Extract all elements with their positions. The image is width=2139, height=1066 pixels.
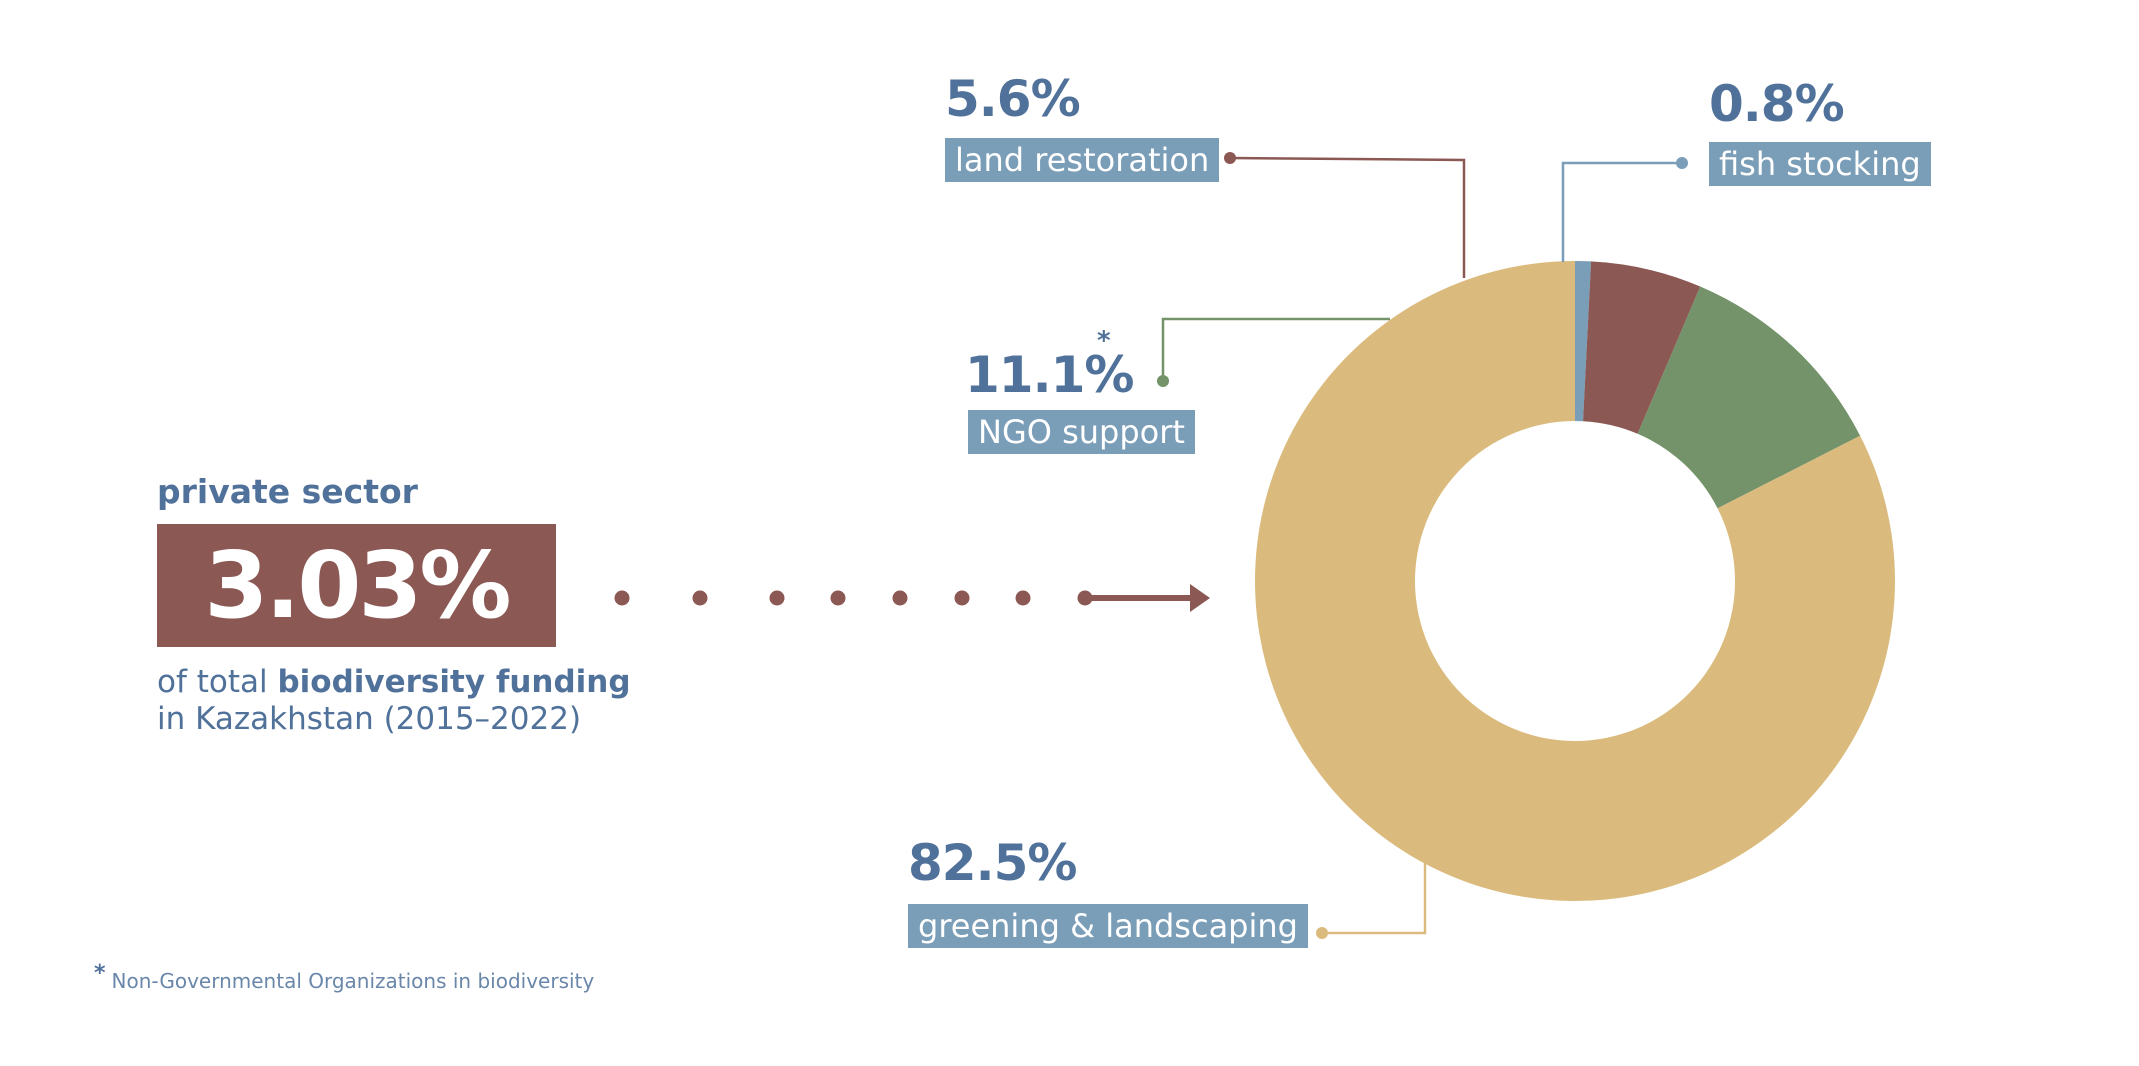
private-sector-heading: private sector bbox=[157, 472, 418, 511]
leader-dot-land-restoration bbox=[1224, 152, 1236, 164]
slice-land-restoration bbox=[1583, 261, 1701, 434]
description-prefix: of total bbox=[157, 664, 268, 700]
footnote-marker: * bbox=[94, 961, 106, 986]
donut-slices bbox=[1255, 261, 1895, 901]
arrow-dot-1 bbox=[614, 590, 630, 606]
arrow-dot-4 bbox=[830, 590, 846, 606]
footnote: * Non-Governmental Organizations in biodi… bbox=[94, 961, 595, 995]
slice-ngo-support bbox=[1637, 286, 1861, 509]
value-label-fish-stocking: 0.8% bbox=[1709, 75, 1845, 133]
arrow-head bbox=[1190, 584, 1210, 612]
ngo-footnote-marker: * bbox=[1097, 326, 1111, 356]
value-label-land-restoration: 5.6% bbox=[945, 70, 1081, 128]
share-description-line-1: of total biodiversity funding bbox=[157, 663, 631, 701]
footnote-text: Non-Governmental Organizations in biodiv… bbox=[111, 969, 595, 993]
category-label-fish-stocking: fish stocking bbox=[1709, 142, 1931, 186]
arrow-dot-5 bbox=[892, 590, 908, 606]
description-emphasis: biodiversity funding bbox=[277, 664, 631, 700]
leader-dot-ngo-support bbox=[1157, 375, 1169, 387]
category-label-land-restoration: land restoration bbox=[945, 138, 1220, 182]
leader-lines bbox=[1157, 152, 1688, 939]
arrow-dot-7 bbox=[1015, 590, 1031, 606]
slice-greening-and-landscaping bbox=[1255, 261, 1895, 901]
private-sector-share-box: 3.03% bbox=[157, 524, 556, 647]
share-description-line-2: in Kazakhstan (2015–2022) bbox=[157, 701, 582, 737]
category-label-ngo-support: NGO support bbox=[968, 410, 1195, 454]
leader-line-fish-stocking bbox=[1561, 161, 1682, 262]
dotted-arrow bbox=[614, 584, 1210, 612]
leader-line-ngo-support bbox=[1161, 317, 1390, 381]
leader-dot-greening-and-landscaping bbox=[1316, 927, 1328, 939]
arrow-dot-2 bbox=[692, 590, 708, 606]
arrow-dot-3 bbox=[769, 590, 785, 606]
leader-dot-fish-stocking bbox=[1676, 157, 1688, 169]
slice-fish-stocking bbox=[1575, 261, 1592, 422]
arrow-dot-6 bbox=[954, 590, 970, 606]
leader-line-greening-and-landscaping bbox=[1322, 862, 1427, 935]
category-label-greening: greening & landscaping bbox=[908, 904, 1308, 948]
value-label-greening: 82.5% bbox=[908, 834, 1077, 892]
private-sector-share-value: 3.03% bbox=[204, 532, 511, 639]
leader-line-land-restoration bbox=[1229, 156, 1466, 278]
value-label-ngo-support: 11.1% bbox=[965, 346, 1134, 404]
